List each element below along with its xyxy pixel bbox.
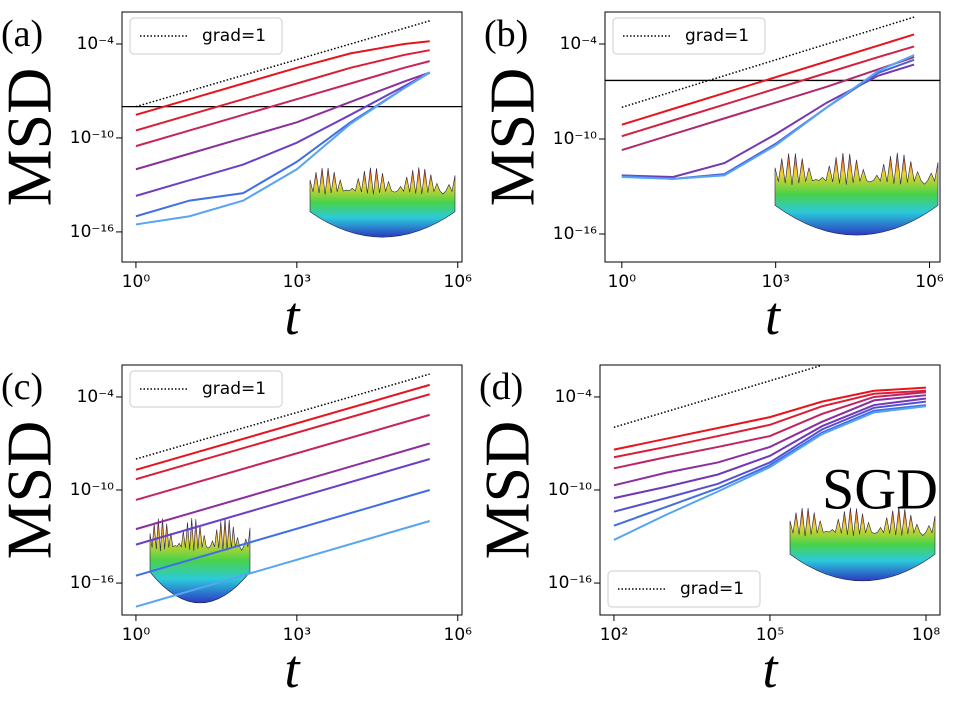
- data-line: [135, 489, 430, 577]
- legend-box: [612, 17, 766, 55]
- x-axis-label: t: [762, 639, 779, 699]
- legend-box: [129, 370, 283, 408]
- data-line: [135, 71, 431, 171]
- y-tick-label: 10⁻⁴: [77, 387, 115, 407]
- y-tick-label: 10⁻¹⁰: [548, 480, 592, 500]
- y-axis-label: MSD: [0, 68, 65, 207]
- data-line: [135, 71, 431, 226]
- x-tick-label: 10⁵: [756, 625, 784, 645]
- panel: 10⁰ 10³ 10⁶ 10⁻⁴ 10⁻¹⁰ 10⁻¹⁶ grad=1 (b) MSD t: [477, 11, 944, 346]
- data-line: [135, 393, 430, 481]
- panel: 10⁰ 10³ 10⁶ 10⁻⁴ 10⁻¹⁰ 10⁻¹⁶ grad=1 (c) MSD t: [0, 364, 473, 699]
- data-line: [613, 405, 927, 541]
- x-tick-label: 10³: [283, 272, 311, 292]
- y-tick-label: 10⁻⁴: [555, 387, 593, 407]
- data-line: [135, 60, 430, 148]
- data-line: [613, 397, 927, 500]
- legend-label: grad=1: [202, 379, 266, 399]
- x-axis-label: t: [284, 639, 301, 699]
- reference-slope-line: [613, 365, 823, 429]
- legend-box: [129, 17, 283, 55]
- legend-label: grad=1: [680, 579, 744, 599]
- panel: 10² 10⁵ 10⁸ 10⁻⁴ 10⁻¹⁰ 10⁻¹⁶ grad=1 SGD (d) MSD t: [472, 364, 941, 699]
- data-line: [135, 40, 430, 116]
- panel-label: (b): [484, 13, 528, 55]
- landscape-inset: [789, 507, 936, 581]
- data-line: [135, 442, 430, 531]
- x-tick-label: 10⁰: [122, 272, 151, 292]
- landscape-inset: [309, 167, 456, 238]
- legend-label: grad=1: [685, 26, 749, 46]
- data-line: [613, 386, 927, 451]
- y-axis-label: MSD: [0, 421, 65, 560]
- y-tick-label: 10⁻⁴: [560, 34, 598, 54]
- data-line: [621, 56, 915, 152]
- data-line: [621, 63, 915, 178]
- y-axis-label: MSD: [477, 68, 548, 207]
- y-tick-label: 10⁻¹⁶: [553, 224, 597, 244]
- axes-frame: [604, 11, 941, 263]
- data-line: [621, 45, 915, 138]
- data-line: [613, 404, 927, 527]
- axes-frame: [121, 11, 463, 263]
- data-line: [135, 71, 431, 197]
- y-tick-label: 10⁻¹⁰: [70, 128, 114, 148]
- y-tick-label: 10⁻⁴: [77, 34, 115, 54]
- y-tick-label: 10⁻¹⁰: [553, 129, 597, 149]
- data-line: [135, 458, 430, 546]
- y-tick-label: 10⁻¹⁶: [70, 222, 114, 242]
- y-tick-label: 10⁻¹⁶: [70, 573, 114, 593]
- data-line: [135, 383, 430, 471]
- x-tick-label: 10³: [283, 625, 311, 645]
- legend-box: [607, 570, 761, 608]
- landscape-inset: [149, 517, 251, 604]
- x-tick-label: 10⁶: [444, 272, 473, 292]
- x-tick-label: 10⁰: [608, 272, 637, 292]
- data-line: [135, 520, 430, 608]
- x-axis-label: t: [284, 286, 301, 346]
- x-axis-label: t: [765, 286, 782, 346]
- legend-label: grad=1: [202, 26, 266, 46]
- panel: 10⁰ 10³ 10⁶ 10⁻⁴ 10⁻¹⁰ 10⁻¹⁶ grad=1 (a) MSD t: [0, 11, 473, 346]
- x-tick-label: 10⁶: [444, 625, 473, 645]
- x-tick-label: 10³: [761, 272, 789, 292]
- y-axis-label: MSD: [472, 421, 543, 560]
- x-tick-label: 10⁶: [915, 272, 944, 292]
- y-tick-label: 10⁻¹⁰: [70, 480, 114, 500]
- data-line: [621, 54, 915, 180]
- x-tick-label: 10⁰: [122, 625, 151, 645]
- panel-label: (a): [1, 13, 43, 55]
- data-line: [135, 49, 430, 132]
- data-line: [613, 389, 927, 459]
- y-tick-label: 10⁻¹⁶: [548, 573, 592, 593]
- x-tick-label: 10²: [600, 625, 628, 645]
- data-line: [135, 413, 430, 501]
- data-line: [613, 400, 927, 513]
- data-line: [613, 394, 927, 487]
- landscape-inset: [774, 152, 939, 236]
- data-line: [621, 33, 915, 126]
- annotation: SGD: [822, 456, 938, 521]
- panel-label: (c): [1, 366, 43, 408]
- x-tick-label: 10⁸: [912, 625, 941, 645]
- panel-label: (d): [479, 366, 523, 408]
- data-line: [613, 391, 927, 470]
- reference-slope-line: [621, 16, 915, 109]
